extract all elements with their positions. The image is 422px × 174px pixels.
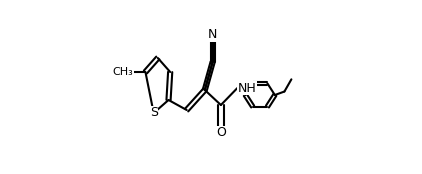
Text: CH₃: CH₃ xyxy=(112,67,133,77)
Text: S: S xyxy=(150,106,158,120)
Text: N: N xyxy=(208,29,217,42)
Text: O: O xyxy=(216,126,226,140)
Text: NH: NH xyxy=(238,81,256,94)
